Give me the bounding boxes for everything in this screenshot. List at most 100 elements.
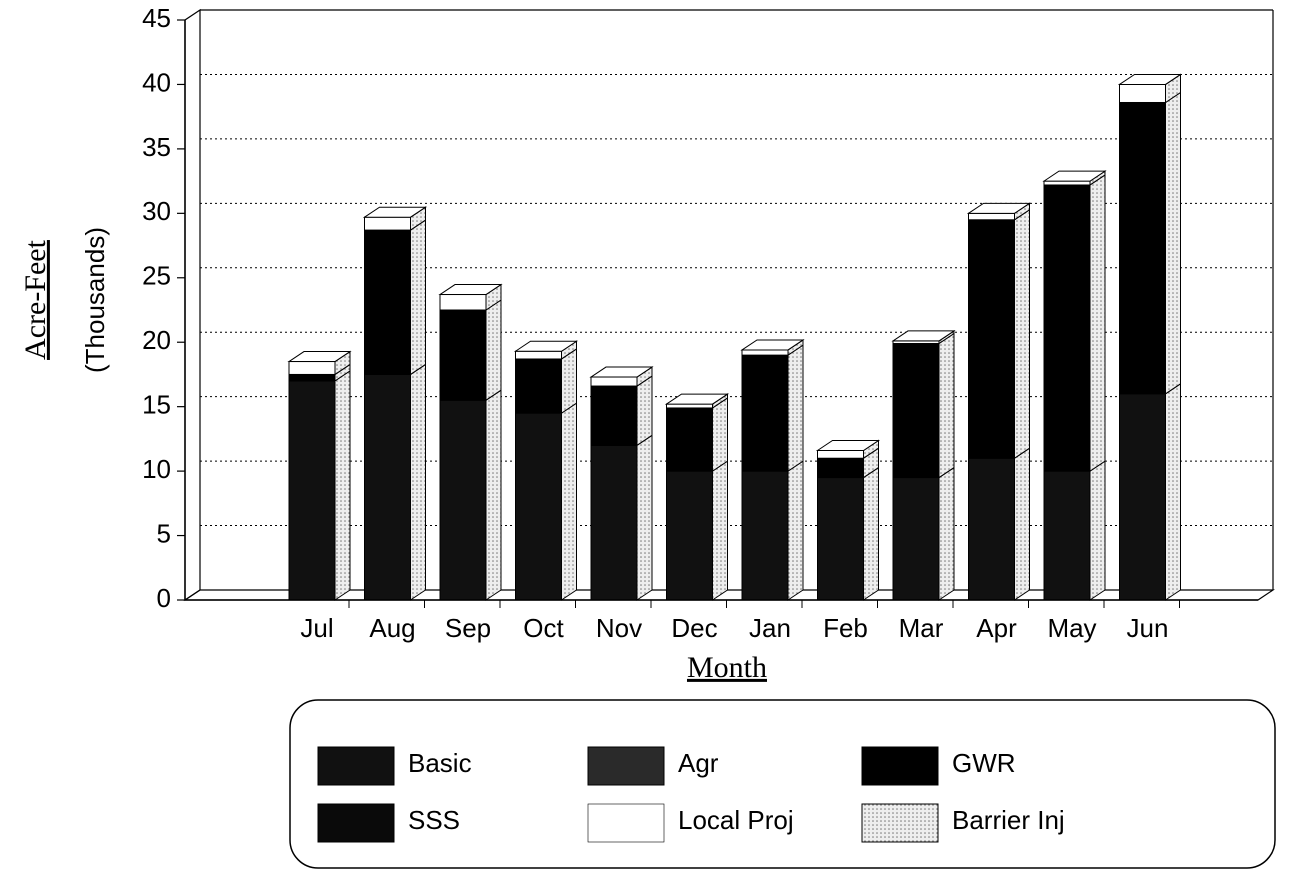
y-tick-label: 15 bbox=[142, 390, 171, 420]
bar bbox=[968, 457, 1015, 601]
legend-swatch bbox=[587, 803, 665, 843]
bar bbox=[590, 385, 638, 446]
bar bbox=[968, 212, 1015, 221]
bar-side bbox=[561, 348, 577, 415]
legend-label: SSS bbox=[408, 805, 460, 835]
bar bbox=[515, 358, 562, 414]
x-tick-label: Apr bbox=[976, 613, 1017, 643]
bar-side bbox=[334, 369, 351, 601]
y-tick-label: 30 bbox=[142, 196, 171, 226]
bar-top bbox=[966, 202, 1032, 214]
bar bbox=[817, 449, 864, 459]
bar-side bbox=[410, 219, 426, 376]
bar-top bbox=[1042, 170, 1107, 182]
bar bbox=[590, 376, 638, 387]
x-tick-label: Mar bbox=[899, 613, 944, 643]
y-tick-label: 35 bbox=[142, 132, 171, 162]
bar-side bbox=[485, 299, 502, 402]
legend-label: GWR bbox=[952, 748, 1016, 778]
bar bbox=[1119, 393, 1166, 601]
x-tick-label: Aug bbox=[369, 613, 415, 643]
x-axis-label: Month bbox=[687, 651, 767, 684]
legend-label: Local Proj bbox=[678, 805, 794, 835]
bar bbox=[439, 294, 487, 311]
bar-side bbox=[787, 460, 804, 601]
bar-top bbox=[287, 351, 352, 363]
bar-side bbox=[561, 402, 577, 601]
bar bbox=[288, 380, 336, 601]
bar bbox=[666, 407, 713, 472]
y-tick-label: 0 bbox=[157, 583, 171, 613]
bar-side bbox=[1165, 91, 1181, 395]
bar-side bbox=[1014, 208, 1030, 460]
x-tick-label: Nov bbox=[596, 613, 642, 643]
legend-label: Agr bbox=[678, 748, 719, 778]
bar bbox=[1043, 180, 1091, 186]
bar-top bbox=[1117, 73, 1183, 85]
bar bbox=[590, 444, 638, 601]
bar bbox=[439, 309, 487, 401]
bar-side bbox=[1089, 460, 1106, 601]
bar-side bbox=[1014, 447, 1030, 601]
x-tick-label: Sep bbox=[445, 613, 491, 643]
bar-top bbox=[740, 339, 805, 351]
x-tick-label: Jul bbox=[300, 613, 333, 643]
legend-swatch bbox=[861, 803, 939, 843]
y-tick-label: 40 bbox=[142, 67, 171, 97]
bar-side bbox=[410, 363, 426, 601]
bar bbox=[515, 412, 562, 601]
y-tick-label: 45 bbox=[142, 3, 171, 33]
bar bbox=[892, 477, 940, 601]
bar bbox=[288, 361, 336, 375]
bar bbox=[515, 350, 562, 360]
legend-box bbox=[289, 699, 1276, 869]
bar bbox=[968, 219, 1015, 459]
bar-top bbox=[362, 206, 428, 218]
bar-top bbox=[513, 340, 579, 352]
x-tick-label: Jun bbox=[1127, 613, 1169, 643]
bar bbox=[817, 457, 864, 479]
bar bbox=[892, 343, 940, 479]
y-axis-sublabel: (Thousands) bbox=[80, 227, 110, 373]
legend-label: Basic bbox=[408, 748, 472, 778]
bar bbox=[288, 373, 336, 382]
bar bbox=[741, 354, 789, 472]
bar bbox=[1043, 184, 1091, 472]
bar-top bbox=[815, 439, 881, 451]
legend-swatch bbox=[587, 746, 665, 786]
bar bbox=[666, 403, 713, 409]
y-tick-label: 20 bbox=[142, 325, 171, 355]
bar bbox=[741, 470, 789, 601]
y-tick-label: 10 bbox=[142, 454, 171, 484]
bar-side bbox=[1165, 382, 1181, 601]
bar bbox=[364, 216, 411, 231]
x-tick-label: Feb bbox=[823, 613, 868, 643]
x-tick-label: Oct bbox=[523, 613, 564, 643]
y-tick-label: 25 bbox=[142, 261, 171, 291]
bar-side bbox=[938, 466, 955, 601]
bar-side bbox=[1089, 174, 1106, 473]
bar-top bbox=[891, 330, 956, 342]
legend-swatch bbox=[317, 746, 395, 786]
back-wall bbox=[184, 8, 201, 602]
bar-side bbox=[712, 397, 728, 473]
bar-side bbox=[712, 460, 728, 601]
bar-side bbox=[485, 389, 502, 601]
bar-top bbox=[438, 284, 503, 296]
y-tick-label: 5 bbox=[157, 518, 171, 548]
bar bbox=[364, 373, 411, 601]
bar-side bbox=[938, 332, 955, 479]
bar-top bbox=[664, 393, 730, 405]
legend-swatch bbox=[861, 746, 939, 786]
bar bbox=[364, 229, 411, 375]
bar bbox=[439, 399, 487, 601]
bar-side bbox=[636, 434, 653, 601]
bar bbox=[666, 470, 713, 601]
x-tick-label: May bbox=[1047, 613, 1096, 643]
bar-side bbox=[636, 375, 653, 447]
x-tick-label: Jan bbox=[749, 613, 791, 643]
bar bbox=[1043, 470, 1091, 601]
x-tick-label: Dec bbox=[671, 613, 717, 643]
y-axis-label: Acre-Feet bbox=[19, 239, 52, 360]
